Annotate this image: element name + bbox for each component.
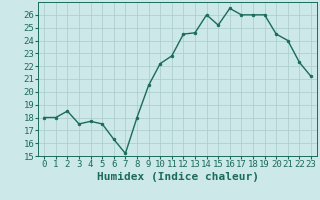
X-axis label: Humidex (Indice chaleur): Humidex (Indice chaleur) <box>97 172 259 182</box>
